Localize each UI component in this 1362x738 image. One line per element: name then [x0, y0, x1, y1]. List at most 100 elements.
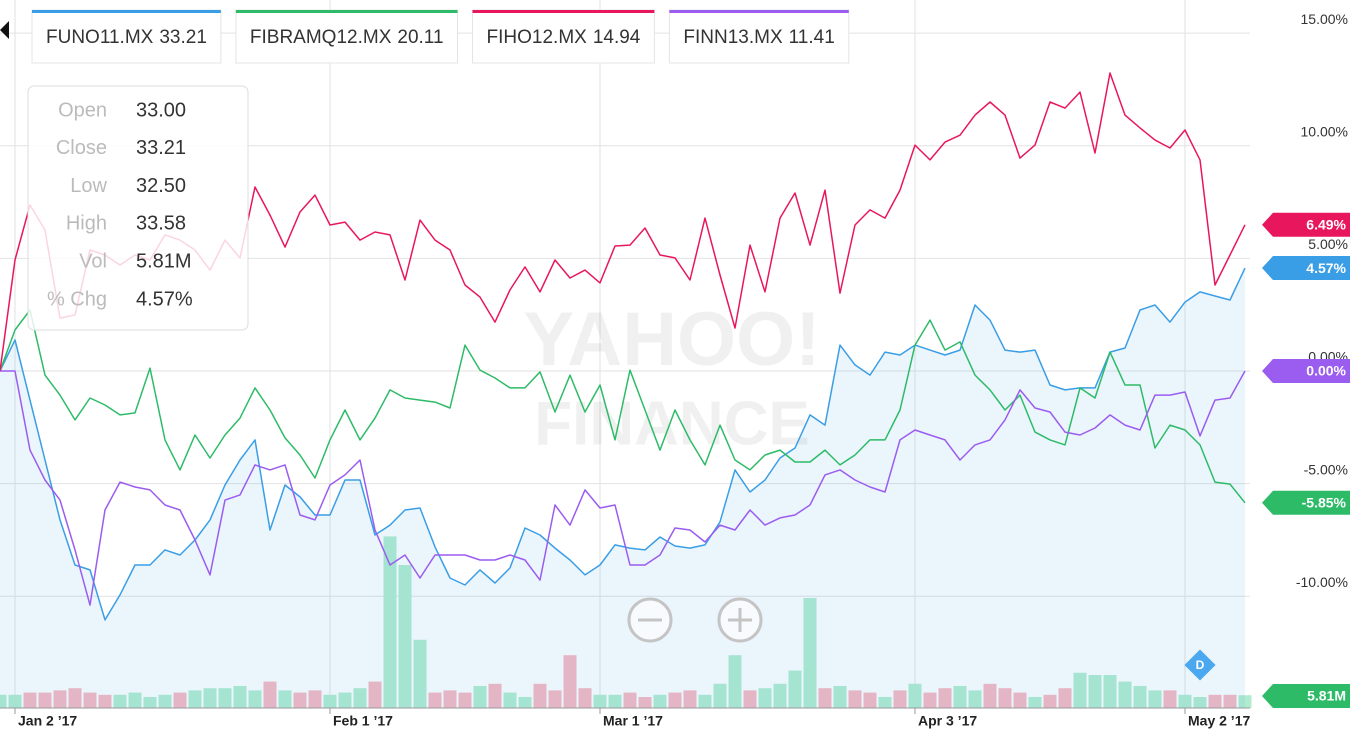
volume-bar	[533, 683, 547, 708]
tooltip-label: Low	[70, 175, 107, 197]
legend-price: 14.94	[593, 27, 641, 48]
tooltip-value: 33.58	[136, 213, 186, 235]
volume-bar	[1208, 694, 1222, 708]
tooltip: Open 33.00 Close 33.21 Low 32.50 High 33.58 Vol 5…	[27, 85, 249, 331]
volume-bar	[1088, 675, 1102, 708]
volume-bar	[1118, 681, 1132, 708]
volume-end-tag	[1262, 684, 1350, 708]
volume-bar	[728, 655, 742, 708]
x-tick-label: May 2 ’17	[1188, 713, 1250, 729]
volume-bar	[773, 683, 787, 708]
volume-bar	[293, 692, 307, 708]
series-end-tag-label: -5.85%	[1302, 494, 1347, 510]
legend-name: FUNO11.MX	[46, 27, 154, 48]
volume-bar	[923, 692, 937, 708]
volume-bar	[503, 692, 517, 708]
volume-bar	[878, 697, 892, 708]
line	[0, 309, 1246, 504]
volume-bar	[338, 692, 352, 708]
legend-price: 11.41	[789, 27, 835, 48]
legend: FUNO11.MX 33.21 FIBRAMQ12.MX 20.11 FIHO12.MX…	[0, 9, 850, 64]
volume-end-tag-label: 5.81M	[1307, 688, 1346, 704]
volume-bar	[98, 694, 112, 708]
volume-bar	[803, 598, 817, 708]
legend-item[interactable]: FUNO11.MX 33.21	[31, 9, 222, 64]
volume-bar	[863, 692, 877, 708]
axes: 15.00% 10.00% 5.00% 0.00% -5.00% -10.00% Jan 2…	[0, 11, 1350, 729]
volume-bar	[278, 690, 292, 708]
volume-bar	[488, 683, 502, 708]
volume-bar	[998, 688, 1012, 708]
volume-bar	[683, 690, 697, 708]
volume-bar	[23, 692, 37, 708]
volume-bar	[968, 690, 982, 708]
legend-name: FINN13.MX	[683, 27, 783, 48]
volume-bar	[233, 686, 247, 708]
volume	[0, 536, 1252, 708]
legend-name: FIHO12.MX	[487, 27, 588, 48]
y-tick-label: 10.00%	[1301, 123, 1348, 139]
legend-item[interactable]: FIBRAMQ12.MX 20.11	[235, 9, 459, 64]
tooltip-label: High	[66, 213, 107, 235]
legend-box	[235, 9, 459, 64]
volume-bar	[818, 688, 832, 708]
volume-bar	[1073, 672, 1087, 708]
volume-bar	[548, 690, 562, 708]
volume-bar	[608, 694, 622, 708]
series-end-tag-label: 4.57%	[1306, 260, 1346, 276]
volume-bar	[1058, 688, 1072, 708]
watermark-text: FINANCE	[534, 389, 810, 458]
volume-bar	[743, 690, 757, 708]
tooltip-label: Close	[56, 137, 107, 159]
volume-bar	[638, 697, 652, 708]
line	[0, 370, 1246, 606]
volume-bar	[248, 690, 262, 708]
area	[0, 268, 1245, 708]
volume-bar	[8, 694, 22, 708]
scroll-left[interactable]	[0, 21, 9, 39]
legend-price: 20.11	[397, 27, 443, 48]
tooltip-value: 32.50	[136, 175, 186, 197]
volume-bar	[458, 692, 472, 708]
volume-bar	[173, 692, 187, 708]
tooltip-label: % Chg	[47, 288, 107, 310]
series-end-tag	[1262, 212, 1350, 237]
volume-bar	[698, 694, 712, 708]
legend-item[interactable]: FIHO12.MX 14.94	[472, 9, 655, 64]
volume-bar	[398, 565, 412, 708]
legend-color	[235, 10, 458, 13]
volume-bar	[1163, 690, 1177, 708]
legend-color	[32, 10, 221, 13]
volume-bar	[908, 683, 922, 708]
legend-color	[669, 10, 849, 13]
volume-bar	[563, 655, 577, 708]
y-tick-label: 15.00%	[1301, 11, 1348, 27]
volume-bar	[578, 688, 592, 708]
volume-bar	[413, 639, 427, 708]
volume-bar	[1013, 692, 1027, 708]
volume-bar	[833, 686, 847, 708]
volume-bar	[263, 681, 277, 708]
y-tick-label: -5.00%	[1304, 461, 1348, 477]
series-end-tag	[1262, 256, 1350, 281]
volume-bar	[158, 694, 172, 708]
legend-item[interactable]: FINN13.MX 11.41	[668, 9, 850, 64]
volume-bar	[1178, 694, 1192, 708]
volume-bar	[428, 692, 442, 708]
volume-bar	[68, 688, 82, 708]
volume-bar	[593, 694, 607, 708]
legend-price: 33.21	[159, 27, 207, 48]
tooltip-label: Vol	[79, 250, 107, 272]
tooltip-value: 33.00	[136, 99, 186, 121]
volume-bar	[1148, 690, 1162, 708]
volume-bar	[1238, 695, 1252, 708]
volume-bar	[383, 536, 397, 708]
legend-name: FIBRAMQ12.MX	[250, 27, 392, 48]
volume-bar	[518, 697, 532, 708]
volume-bar	[1043, 694, 1057, 708]
volume-bar	[443, 690, 457, 708]
volume-bar	[353, 688, 367, 708]
volume-bar	[143, 697, 157, 708]
